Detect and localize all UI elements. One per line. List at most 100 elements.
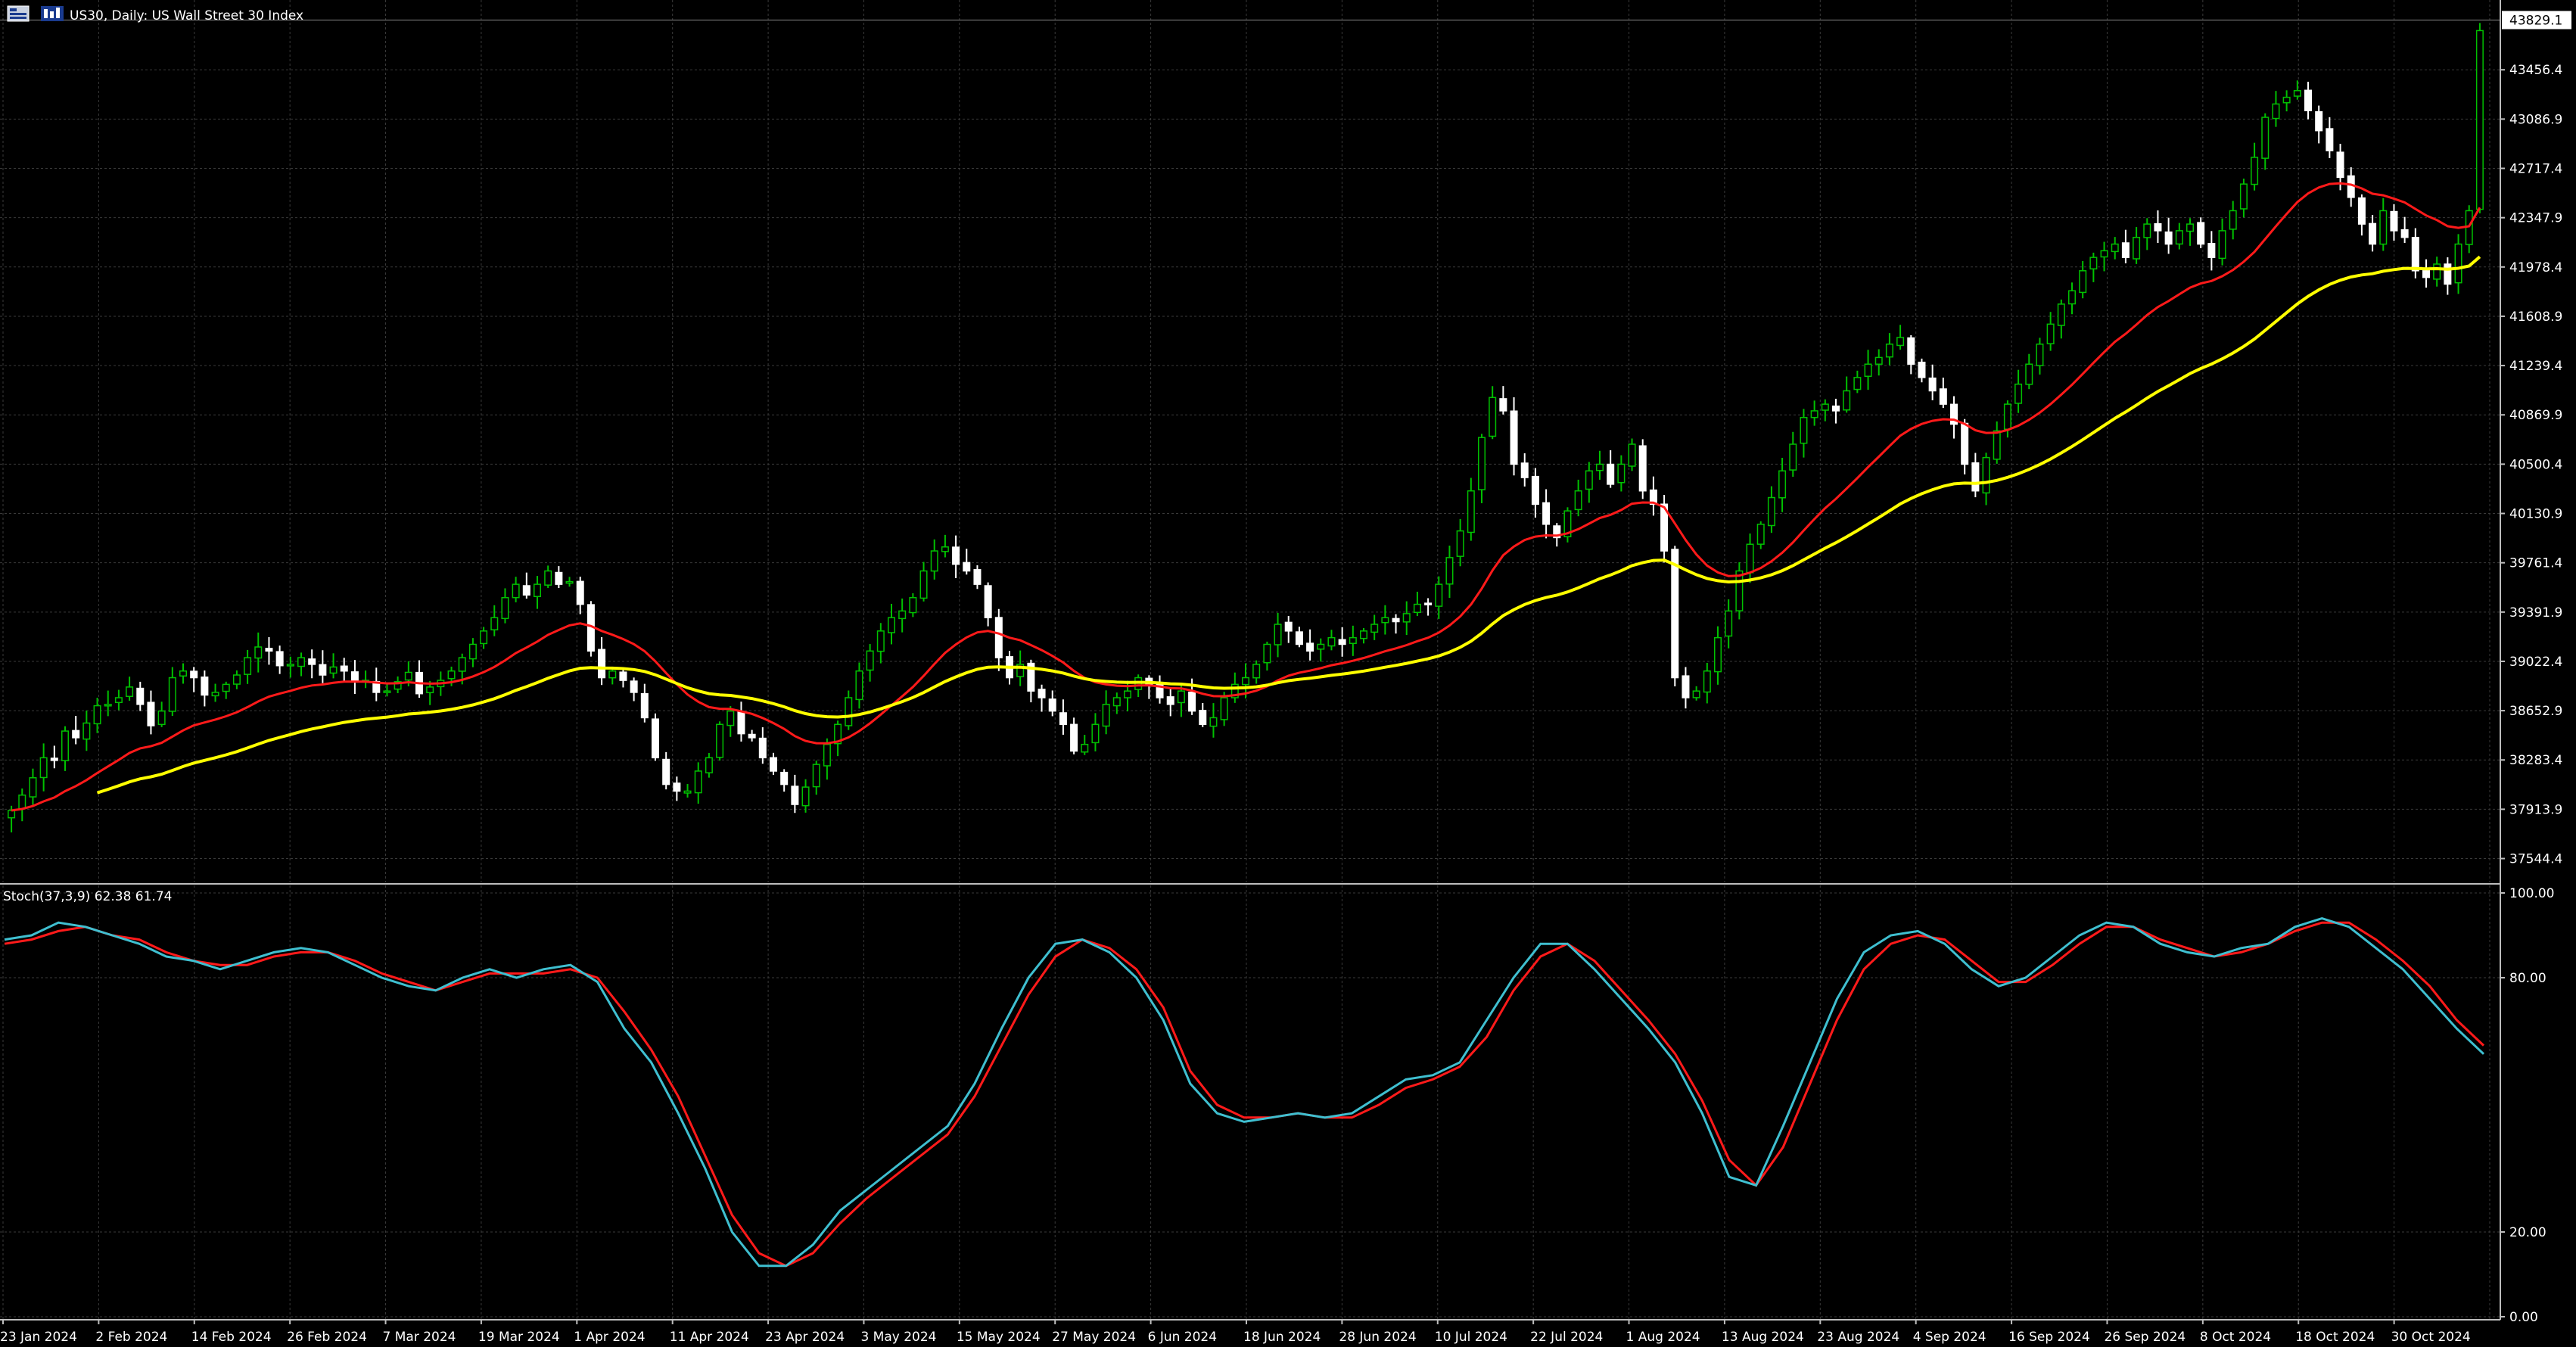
candle-bull [39, 757, 48, 779]
time-tick-label: 11 Apr 2024 [670, 1330, 749, 1345]
candle-bear [319, 664, 327, 676]
candle-bull [941, 546, 949, 552]
time-tick-label: 14 Feb 2024 [191, 1330, 272, 1345]
candle-bull [1081, 743, 1089, 753]
candle-bull [2218, 230, 2226, 260]
candle-bull [1885, 344, 1893, 358]
stoch-tick-label: 100.00 [2509, 886, 2554, 901]
candle-bull [876, 630, 885, 652]
price-axis[interactable]: 43456.4 43086.9 42717.4 42347.9 41978.4 41608… [0, 11, 2571, 867]
menu-icon[interactable] [7, 5, 30, 22]
candle-bear [1660, 503, 1669, 552]
candle-bear [308, 658, 316, 665]
candle-bull [2475, 30, 2484, 210]
candle-bull [1274, 624, 1282, 646]
candle-bear [1188, 691, 1196, 712]
candle-bear [737, 711, 745, 735]
candle-bull [930, 550, 938, 572]
time-tick-label: 8 Oct 2024 [2200, 1330, 2271, 1345]
candle-bull [909, 597, 917, 614]
candle-bear [1961, 422, 1969, 465]
candle-bull [211, 692, 219, 697]
candle-bull [1853, 377, 1862, 390]
candle-bear [275, 651, 284, 667]
candle-bull [1370, 624, 1379, 633]
current-price-badge [2502, 11, 2571, 30]
candle-bull [1477, 437, 1486, 490]
time-axis[interactable]: 23 Jan 2024 2 Feb 2024 14 Feb 2024 26 Feb 2… [0, 1320, 2471, 1345]
candle-bear [640, 692, 649, 719]
candle-bull [244, 657, 252, 675]
candle-bear [1499, 398, 1507, 412]
candle-bull [866, 650, 874, 671]
candle-bull [2261, 117, 2270, 159]
candle-bear [2197, 222, 2205, 245]
candle-bull [898, 610, 907, 620]
candle-bull [1735, 570, 1744, 611]
candle-bull [2293, 90, 2301, 97]
moving-average-slow-line [96, 255, 2481, 795]
candle-bull [1402, 613, 1411, 623]
candle-bull [533, 583, 542, 598]
candle-bull [8, 810, 16, 819]
candle-bull [2175, 230, 2183, 245]
candle-bear [662, 758, 670, 785]
candle-bear [769, 757, 778, 772]
candle-bull [447, 670, 456, 680]
chart-title: US30, Daily: US Wall Street 30 Index [70, 8, 303, 23]
candle-bear [619, 671, 627, 681]
candle-bull [104, 704, 112, 707]
candle-bear [2411, 237, 2419, 272]
candle-bull [1091, 723, 1100, 744]
candle-bull [1896, 337, 1905, 347]
candle-bear [1553, 525, 1561, 539]
candle-bull [1703, 670, 1711, 693]
candle-bull [1563, 510, 1572, 537]
candle-bull [919, 570, 928, 599]
candle-bull [1800, 416, 1808, 444]
candle-bear [1638, 445, 1647, 492]
candle-bear [673, 782, 681, 792]
candle-bull [18, 794, 26, 810]
candle-bull [179, 670, 188, 677]
candle-bear [522, 585, 530, 596]
candle-bull [1230, 683, 1239, 698]
candle-bear [1027, 662, 1035, 692]
stoch-axis[interactable]: 100.00 80.00 20.00 0.00 [2500, 886, 2554, 1325]
price-tick-label: 37913.9 [2509, 802, 2562, 817]
time-tick-label: 22 Jul 2024 [1530, 1330, 1603, 1345]
candle-bull [1241, 677, 1250, 686]
candle-bull [404, 671, 412, 681]
candle-bull [812, 764, 820, 788]
stoch-tick-label: 0.00 [2509, 1310, 2538, 1325]
candle-bull [1413, 603, 1421, 613]
candle-bull [2057, 303, 2065, 326]
candle-bull [726, 710, 735, 726]
stoch-grid [0, 885, 2500, 1319]
candle-bull [1778, 470, 1787, 499]
candle-bull [1585, 470, 1593, 490]
candle-bull [705, 757, 713, 773]
candle-bear [2357, 197, 2366, 225]
candle-bull [1810, 410, 1818, 418]
candle-bull [1123, 690, 1132, 698]
candle-bull [1843, 390, 1851, 411]
candle-bear [2326, 128, 2334, 151]
stoch-tick-label: 20.00 [2509, 1225, 2546, 1240]
price-tick-label: 41239.4 [2509, 359, 2562, 374]
candle-bull [1102, 704, 1110, 727]
stoch-signal-line [4, 921, 2485, 1268]
price-tick-label: 37544.4 [2509, 852, 2562, 867]
chart-window-icon[interactable] [41, 6, 64, 21]
candle-bear [2400, 229, 2409, 238]
candle-bull [1595, 463, 1604, 471]
candle-bear [1918, 361, 1926, 378]
candle-bear [1199, 710, 1207, 725]
price-tick-label: 39022.4 [2509, 655, 2562, 670]
price-tick-label: 42347.9 [2509, 211, 2562, 226]
candle-bull [2089, 257, 2098, 270]
candle-bear [576, 580, 584, 605]
candle-bear [1649, 489, 1657, 506]
candle-bull [490, 617, 499, 631]
